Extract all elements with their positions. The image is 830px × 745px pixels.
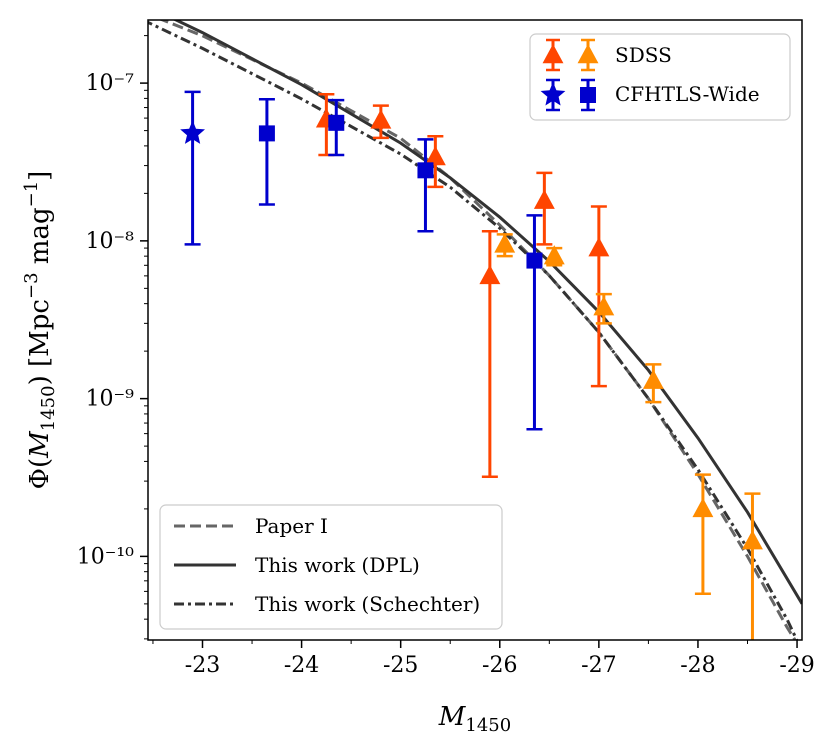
data-point-square bbox=[258, 125, 275, 142]
legend-marker-star bbox=[540, 82, 566, 106]
x-tick-label: -26 bbox=[482, 653, 517, 678]
legend-entry-sdss: SDSS bbox=[615, 43, 672, 67]
data-point-triangle bbox=[742, 530, 763, 550]
data-point-triangle bbox=[692, 497, 714, 518]
data-point-triangle bbox=[593, 296, 615, 316]
x-tick-label: -29 bbox=[779, 653, 814, 678]
curve-this-work-dpl bbox=[172, 20, 802, 605]
plot-frame bbox=[147, 19, 803, 641]
data-point-triangle bbox=[533, 189, 555, 209]
y-tick-label: 10⁻¹⁰ bbox=[77, 544, 134, 569]
legend-entry-paper1: Paper I bbox=[255, 514, 328, 538]
legend-marker-triangle bbox=[542, 44, 564, 64]
legend-top-markers bbox=[540, 38, 599, 112]
y-tick-label: 10⁻⁷ bbox=[86, 71, 135, 96]
x-tick-label: -28 bbox=[680, 653, 715, 678]
legend-top: SDSS CFHTLS-Wide bbox=[529, 33, 791, 121]
legend-marker-triangle bbox=[577, 44, 599, 64]
legend-bottom: Paper I This work (DPL) This work (Schec… bbox=[159, 504, 503, 630]
data-point-triangle bbox=[424, 146, 446, 166]
data-point-square bbox=[526, 252, 543, 269]
data-point-triangle bbox=[494, 233, 516, 253]
legend-entry-schechter: This work (Schechter) bbox=[255, 592, 480, 616]
legend-bottom-frame bbox=[159, 504, 503, 630]
y-tick-label: 10⁻⁸ bbox=[86, 229, 135, 254]
data-point-triangle bbox=[370, 109, 392, 129]
legend-entry-cfhtls: CFHTLS-Wide bbox=[615, 82, 760, 106]
x-axis-label: M1450 bbox=[438, 702, 511, 736]
x-tick-label: -25 bbox=[383, 653, 418, 678]
x-tick-label: -27 bbox=[581, 653, 616, 678]
data-point-star bbox=[180, 120, 205, 144]
data-point-triangle bbox=[479, 264, 501, 285]
data-point-square bbox=[417, 162, 434, 179]
data-layer bbox=[148, 20, 802, 640]
data-point-triangle bbox=[642, 369, 664, 389]
y-axis-label: Φ(M1450) [Mpc−3 mag−1] bbox=[21, 171, 59, 490]
data-point-square bbox=[328, 114, 345, 131]
legend-entry-dpl: This work (DPL) bbox=[255, 553, 420, 577]
legend-marker-square bbox=[580, 87, 596, 103]
data-point-triangle bbox=[588, 237, 610, 257]
x-tick-label: -23 bbox=[185, 653, 220, 678]
y-tick-label: 10⁻⁹ bbox=[86, 387, 135, 412]
axes-layer: -23 -24 -25 -26 -27 -28 -29 10⁻⁷ 10⁻⁸ 10⁻⁹ 10⁻¹⁰ bbox=[77, 35, 815, 678]
x-tick-label: -24 bbox=[284, 653, 319, 678]
data-point-triangle bbox=[543, 245, 565, 265]
